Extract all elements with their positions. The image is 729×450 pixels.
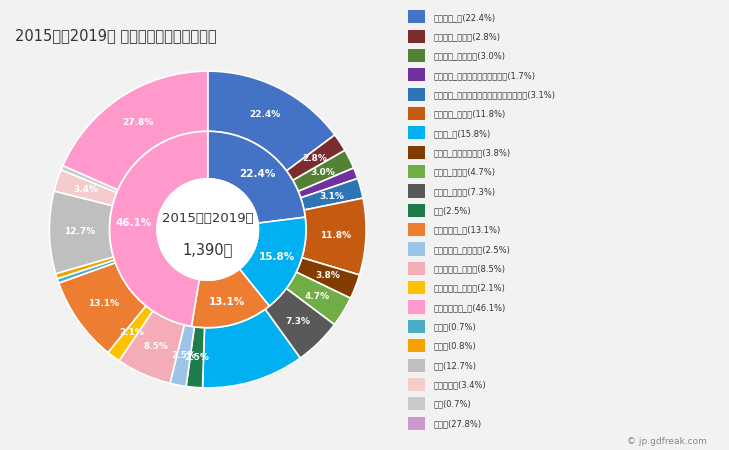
Bar (408, 88, 426, 101)
Wedge shape (208, 71, 335, 171)
Text: 自殺(0.7%): 自殺(0.7%) (433, 400, 471, 409)
Bar (408, 68, 426, 81)
Text: 腎不全(0.8%): 腎不全(0.8%) (433, 342, 476, 351)
Wedge shape (203, 309, 300, 388)
Text: 3.1%: 3.1% (319, 192, 344, 201)
Text: その他(27.8%): その他(27.8%) (433, 419, 481, 428)
Text: 2015年～2019年 茅野市の女性の死因構成: 2015年～2019年 茅野市の女性の死因構成 (15, 28, 217, 44)
Text: 11.8%: 11.8% (320, 231, 351, 240)
Wedge shape (302, 198, 366, 275)
Wedge shape (265, 288, 335, 358)
Wedge shape (109, 131, 208, 326)
Bar (408, 10, 426, 23)
Text: 2.8%: 2.8% (303, 154, 327, 163)
Text: © jp.gdfreak.com: © jp.gdfreak.com (627, 436, 707, 446)
Text: 老衰(12.7%): 老衰(12.7%) (433, 361, 476, 370)
Text: 8.5%: 8.5% (144, 342, 168, 351)
Bar (408, 49, 426, 62)
Wedge shape (240, 217, 306, 306)
Text: 1,390人: 1,390人 (182, 243, 233, 257)
Text: 2.1%: 2.1% (119, 328, 144, 337)
Text: その他の死因_計(46.1%): その他の死因_計(46.1%) (433, 303, 506, 312)
Bar (408, 301, 426, 314)
Text: 3.4%: 3.4% (74, 185, 98, 194)
Text: 15.8%: 15.8% (259, 252, 295, 262)
Bar (408, 223, 426, 236)
Text: 3.0%: 3.0% (311, 168, 335, 177)
Wedge shape (286, 272, 351, 324)
Text: 27.8%: 27.8% (122, 117, 153, 126)
Bar (408, 184, 426, 198)
Wedge shape (61, 166, 118, 193)
Wedge shape (208, 131, 305, 223)
Text: 46.1%: 46.1% (115, 218, 152, 228)
Text: 22.4%: 22.4% (239, 169, 275, 179)
Text: 心疾患_計(15.8%): 心疾患_計(15.8%) (433, 129, 491, 138)
Text: 悪性腫瘍_その他(11.8%): 悪性腫瘍_その他(11.8%) (433, 109, 506, 118)
Bar (408, 146, 426, 159)
Text: 2.5%: 2.5% (171, 351, 196, 360)
Text: 悪性腫瘍_計(22.4%): 悪性腫瘍_計(22.4%) (433, 13, 496, 22)
Wedge shape (63, 71, 208, 190)
Bar (408, 165, 426, 178)
Wedge shape (293, 150, 354, 191)
Wedge shape (301, 179, 363, 210)
Text: 脳血管疾患_計(13.1%): 脳血管疾患_計(13.1%) (433, 225, 501, 234)
Text: 悪性腫瘍_肝がん・肝内胆管がん(1.7%): 悪性腫瘍_肝がん・肝内胆管がん(1.7%) (433, 71, 535, 80)
Wedge shape (108, 306, 153, 361)
Wedge shape (119, 311, 184, 383)
Text: 13.1%: 13.1% (87, 299, 119, 308)
Bar (408, 262, 426, 275)
Text: 4.7%: 4.7% (305, 292, 330, 301)
Text: 3.8%: 3.8% (315, 271, 340, 280)
Wedge shape (286, 135, 345, 180)
Bar (408, 378, 426, 391)
Bar (408, 320, 426, 333)
Bar (408, 243, 426, 256)
Text: 脳血管疾患_脳内出血(2.5%): 脳血管疾患_脳内出血(2.5%) (433, 245, 510, 254)
Wedge shape (57, 260, 115, 283)
Text: 悪性腫瘍_大腸がん(3.0%): 悪性腫瘍_大腸がん(3.0%) (433, 51, 505, 60)
Text: 2015年～2019年: 2015年～2019年 (162, 212, 254, 225)
Wedge shape (54, 170, 117, 206)
Bar (408, 359, 426, 372)
Text: 肺炎(2.5%): 肺炎(2.5%) (433, 206, 471, 215)
Text: 7.3%: 7.3% (285, 317, 310, 326)
Wedge shape (170, 325, 195, 387)
Text: 13.1%: 13.1% (208, 297, 245, 306)
Text: 心疾患_その他(7.3%): 心疾患_その他(7.3%) (433, 187, 496, 196)
Bar (408, 339, 426, 352)
Wedge shape (298, 168, 358, 198)
Wedge shape (186, 327, 205, 388)
Text: 12.7%: 12.7% (64, 227, 95, 236)
Bar (408, 30, 426, 43)
Text: 悪性腫瘍_気管がん・気管支がん・肺がん(3.1%): 悪性腫瘍_気管がん・気管支がん・肺がん(3.1%) (433, 90, 555, 99)
Bar (408, 281, 426, 294)
Text: 心疾患_心不全(4.7%): 心疾患_心不全(4.7%) (433, 167, 495, 176)
Text: 肝疾患(0.7%): 肝疾患(0.7%) (433, 322, 476, 331)
Wedge shape (192, 269, 269, 328)
Text: 脳血管疾患_脳梗塞(8.5%): 脳血管疾患_脳梗塞(8.5%) (433, 264, 505, 273)
Text: 22.4%: 22.4% (250, 110, 281, 119)
Bar (408, 107, 426, 120)
Text: 不慮の事故(3.4%): 不慮の事故(3.4%) (433, 380, 486, 389)
Text: 脳血管疾患_その他(2.1%): 脳血管疾患_その他(2.1%) (433, 284, 505, 292)
Wedge shape (296, 258, 359, 298)
Wedge shape (55, 257, 114, 279)
Bar (408, 397, 426, 410)
Bar (408, 204, 426, 217)
Bar (408, 417, 426, 430)
Circle shape (157, 179, 259, 280)
Text: 悪性腫瘍_胃がん(2.8%): 悪性腫瘍_胃がん(2.8%) (433, 32, 500, 41)
Text: 心疾患_急性心筋梗塞(3.8%): 心疾患_急性心筋梗塞(3.8%) (433, 148, 510, 157)
Bar (408, 126, 426, 140)
Wedge shape (59, 263, 146, 352)
Text: 2.5%: 2.5% (184, 353, 209, 362)
Wedge shape (50, 191, 114, 274)
